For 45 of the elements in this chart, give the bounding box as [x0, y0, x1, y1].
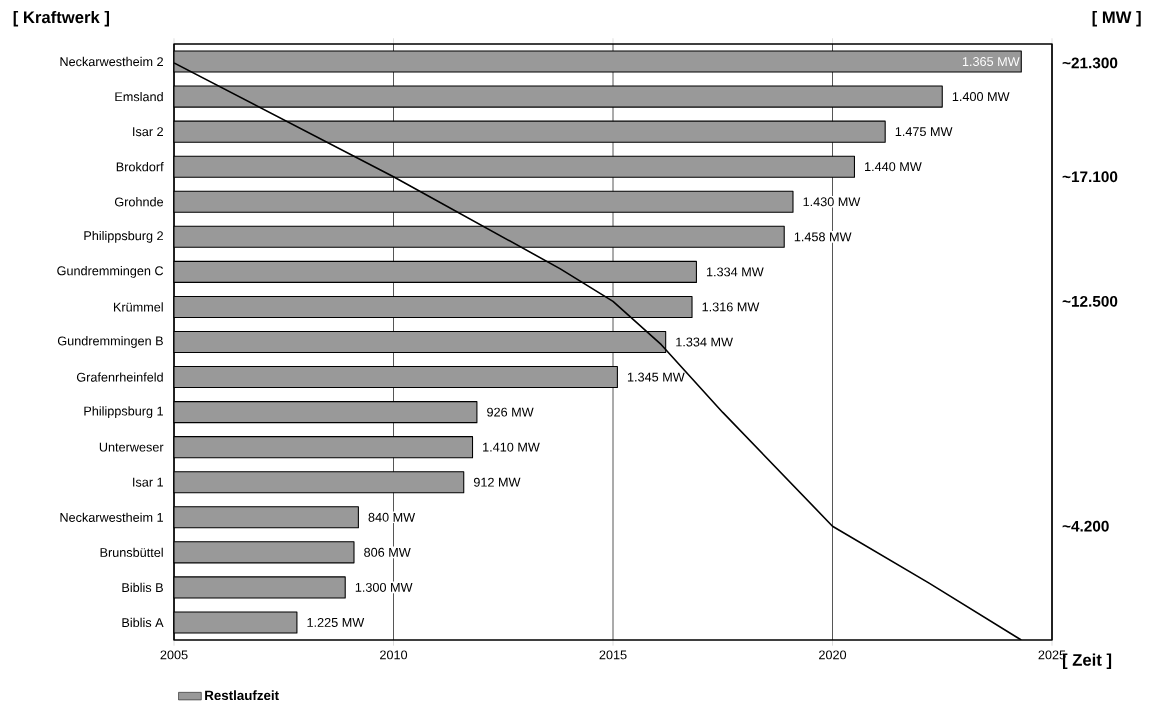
x-tick-label: 2015 [599, 650, 627, 660]
annotation: 1.410 MW [483, 442, 540, 452]
y-tick-label: Biblis A [122, 617, 164, 628]
annotation: 1.365 MW [962, 57, 1020, 67]
annotation: 840 MW [368, 512, 416, 522]
y-tick-label: ~21.300 [1062, 57, 1118, 69]
x-tick-label: 2020 [819, 650, 847, 660]
y-tick-label: Isar 2 [133, 127, 163, 137]
annotation: 1.300 MW [355, 582, 413, 592]
annotation: 1.458 MW [794, 232, 852, 242]
y-axis-title: [ Kraftwerk ] [13, 10, 110, 27]
annotation: 1.334 MW [706, 267, 764, 277]
y-tick-label: Brokdorf [116, 162, 164, 172]
y-tick-label: Gundremmingen C [57, 265, 164, 278]
annotation: 1.345 MW [627, 372, 685, 382]
y-tick-label: Neckarwestheim 2 [60, 56, 163, 67]
y-tick-label: Grohnde [114, 197, 164, 207]
x-tick-label: 2005 [160, 650, 188, 660]
y-tick-label: Isar 1 [133, 477, 163, 487]
y-tick-label: ~4.200 [1062, 520, 1109, 532]
x-tick-label: 2010 [380, 650, 408, 660]
y-tick-label: Emsland [115, 91, 163, 102]
y-axis-title: [ MW ] [1092, 10, 1141, 27]
y-tick-label: Philippsburg 1 [84, 406, 163, 419]
annotation: 1.475 MW [895, 127, 953, 137]
annotation: 912 MW [473, 477, 521, 487]
y-tick-label: Biblis B [122, 582, 163, 593]
y-tick-label: Gundremmingen B [57, 336, 163, 348]
annotation: 1.430 MW [803, 197, 861, 207]
annotation: 926 MW [487, 407, 534, 417]
y-tick-label: ~12.500 [1062, 295, 1118, 307]
annotation: 1.316 MW [702, 302, 760, 312]
annotation: 1.440 MW [865, 162, 922, 172]
annotation: 1.334 MW [676, 337, 733, 347]
y-tick-label: ~17.100 [1062, 171, 1118, 183]
legend-label: Restlaufzeit [205, 690, 279, 701]
y-tick-label: Brunsbüttel [100, 547, 163, 557]
annotation: 1.225 MW [307, 617, 365, 627]
y-tick-label: Krümmel [113, 302, 163, 312]
annotation: 1.400 MW [952, 92, 1010, 102]
y-tick-label: Neckarwestheim 1 [60, 512, 163, 522]
y-tick-label: Unterweser [99, 442, 164, 452]
y-tick-label: Philippsburg 2 [84, 230, 163, 243]
y-tick-label: Grafenrheinfeld [76, 372, 163, 382]
annotation: 806 MW [364, 547, 411, 557]
